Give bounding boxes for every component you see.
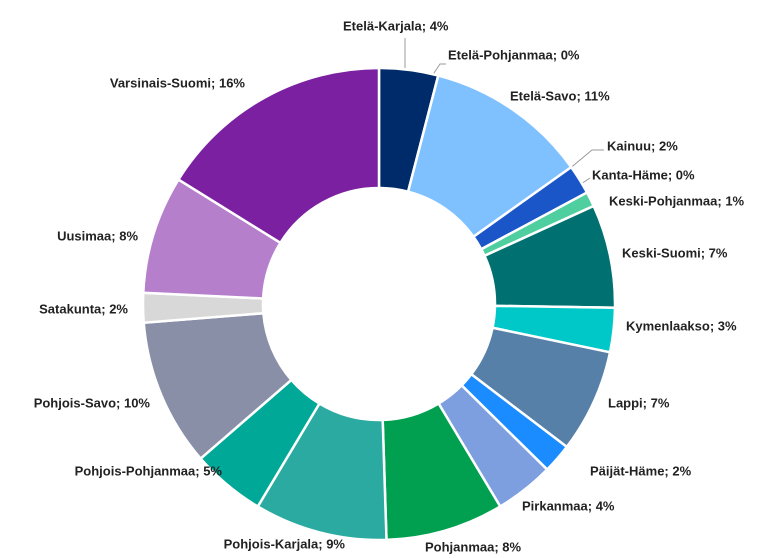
data-label: Keski-Suomi; 7%	[622, 245, 728, 260]
data-label: Pohjanmaa; 8%	[425, 539, 522, 554]
data-label: Pohjois-Pohjanmaa; 5%	[75, 463, 223, 478]
leader-line	[431, 63, 446, 77]
data-label: Etelä-Karjala; 4%	[343, 18, 449, 33]
data-label: Pohjois-Karjala; 9%	[224, 536, 346, 551]
data-label: Kymenlaakso; 3%	[626, 318, 737, 333]
data-label: Etelä-Savo; 11%	[510, 88, 610, 103]
data-label: Pirkanmaa; 4%	[522, 498, 615, 513]
data-label: Kainuu; 2%	[607, 138, 678, 153]
data-label: Keski-Pohjanmaa; 1%	[609, 193, 745, 208]
data-label: Pohjois-Savo; 10%	[34, 395, 151, 410]
data-label: Uusimaa; 8%	[57, 228, 138, 243]
leader-line	[567, 149, 604, 171]
data-label: Etelä-Pohjanmaa; 0%	[448, 47, 580, 62]
data-label: Kanta-Häme; 0%	[592, 167, 695, 182]
slice	[176, 66, 381, 245]
data-label: Päijät-Häme; 2%	[590, 463, 692, 478]
data-label: Satakunta; 2%	[39, 301, 128, 316]
data-label: Lappi; 7%	[608, 395, 670, 410]
data-label: Varsinais-Suomi; 16%	[110, 75, 246, 90]
